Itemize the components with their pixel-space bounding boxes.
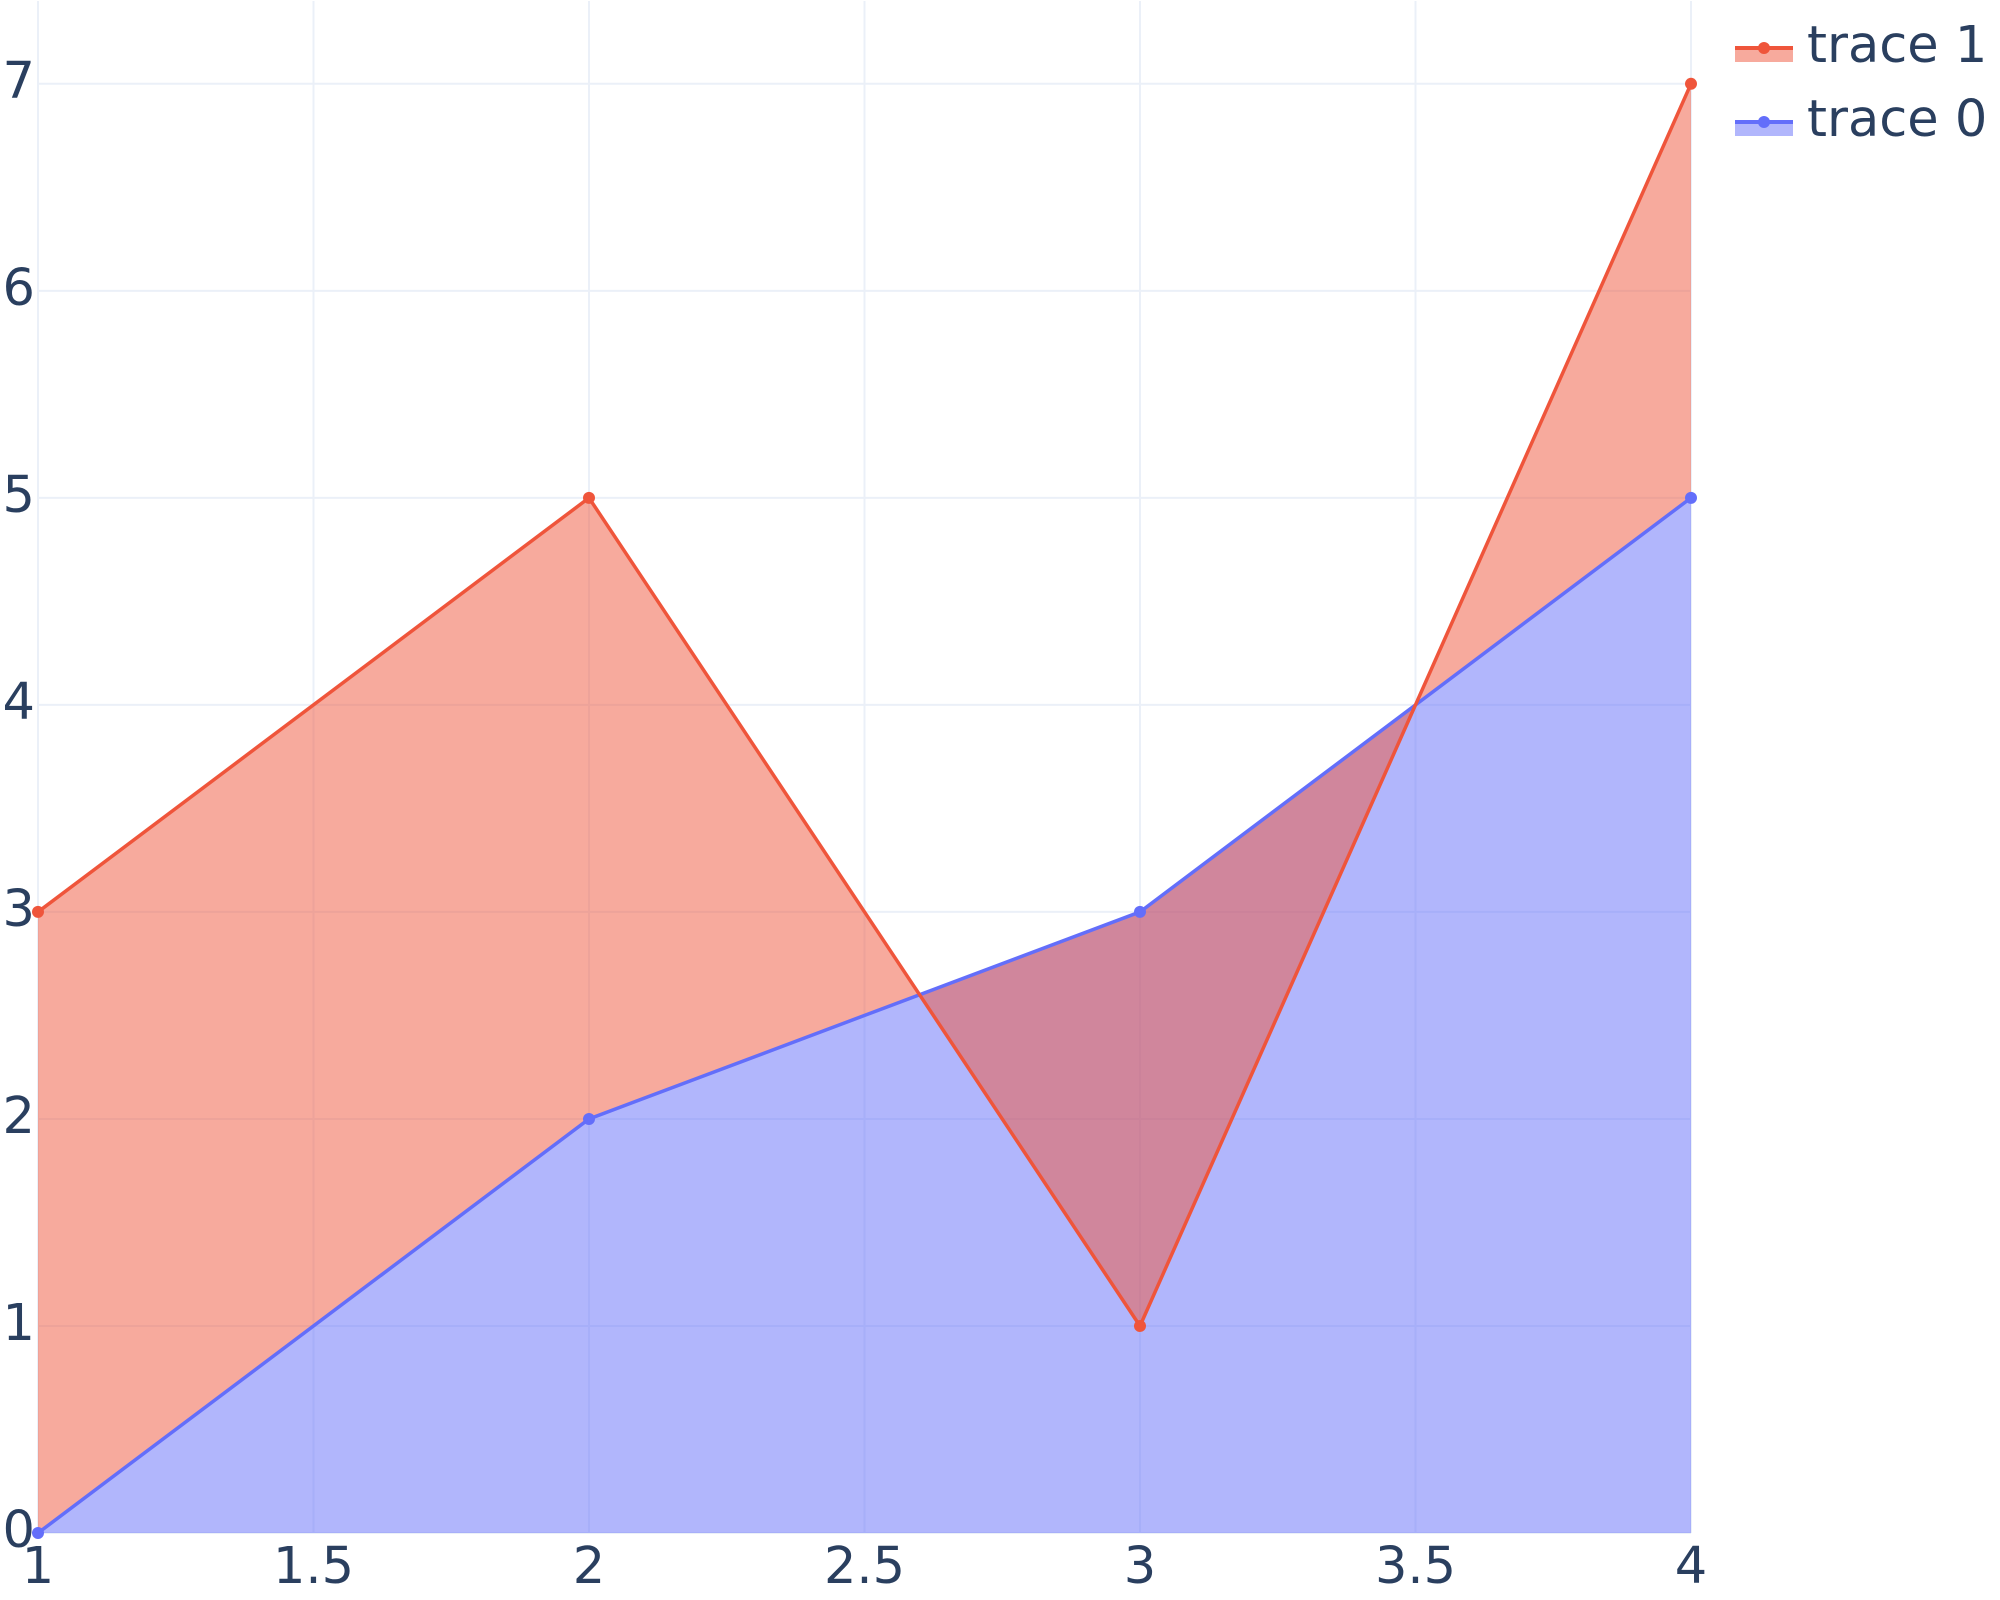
x-tick-label: 3 bbox=[1124, 1537, 1156, 1596]
legend-label: trace 0 bbox=[1807, 90, 1987, 149]
x-tick-label: 4 bbox=[1675, 1537, 1707, 1596]
x-tick-label: 3.5 bbox=[1375, 1537, 1456, 1596]
y-tick-label: 0 bbox=[3, 1501, 35, 1560]
area-fill bbox=[38, 83, 1691, 1534]
x-tick-label: 2 bbox=[573, 1537, 605, 1596]
x-tick-label: 1 bbox=[22, 1537, 54, 1596]
x-tick-label: 2.5 bbox=[824, 1537, 905, 1596]
y-tick-label: 5 bbox=[3, 466, 35, 525]
data-point bbox=[32, 1527, 44, 1539]
data-point bbox=[583, 491, 595, 504]
y-tick-label: 6 bbox=[3, 259, 35, 318]
data-point bbox=[583, 1112, 595, 1125]
legend-marker bbox=[1758, 42, 1770, 54]
y-tick-label: 7 bbox=[3, 52, 35, 111]
y-tick-label: 1 bbox=[3, 1294, 35, 1353]
legend-marker bbox=[1758, 116, 1770, 128]
data-point bbox=[32, 905, 44, 918]
y-tick-label: 4 bbox=[3, 673, 35, 732]
data-point bbox=[1685, 77, 1697, 90]
series-line bbox=[36, 83, 1693, 1330]
data-point bbox=[1134, 1319, 1146, 1332]
legend: trace 1 trace 0 bbox=[1735, 16, 1987, 149]
data-point bbox=[1134, 905, 1146, 918]
y-tick-label: 2 bbox=[3, 1087, 35, 1146]
y-tick-label: 3 bbox=[3, 880, 35, 939]
x-tick-label: 1.5 bbox=[273, 1537, 354, 1596]
legend-fill bbox=[1735, 122, 1793, 136]
legend-fill bbox=[1735, 48, 1793, 62]
legend-label: trace 1 bbox=[1807, 16, 1987, 75]
data-point bbox=[1685, 491, 1697, 504]
